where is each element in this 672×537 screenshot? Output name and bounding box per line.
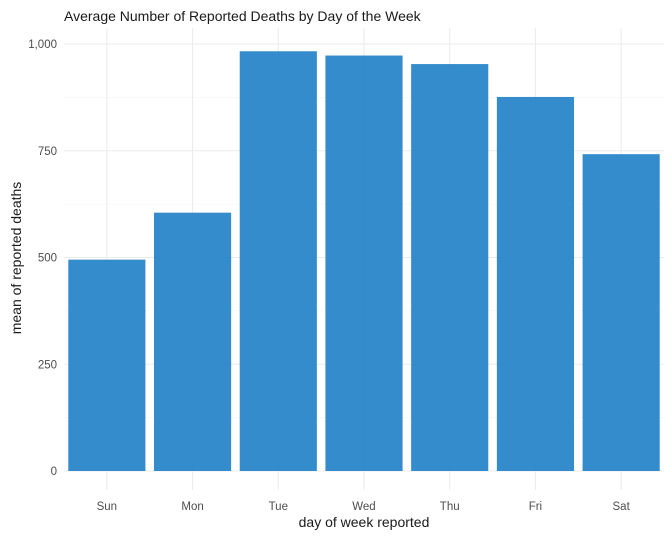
bars	[68, 51, 660, 472]
bar-wed	[325, 55, 403, 472]
bar-thu	[411, 64, 489, 471]
y-axis-ticks: 0 250 500 750 1,000	[28, 39, 57, 478]
bar-mon	[154, 212, 232, 472]
y-tick-label: 500	[38, 253, 57, 265]
x-tick-label: Sat	[613, 501, 631, 513]
y-tick-label: 1,000	[28, 39, 57, 51]
x-tick-label: Wed	[352, 501, 375, 513]
bar-sat	[582, 154, 660, 471]
y-axis-title: mean of reported deaths	[8, 182, 24, 335]
x-axis-ticks: Sun Mon Tue Wed Thu Fri Sat	[97, 501, 631, 513]
bar-fri	[496, 96, 574, 471]
x-tick-label: Thu	[440, 501, 460, 513]
bar-sun	[68, 259, 146, 471]
x-tick-label: Sun	[97, 501, 117, 513]
bar-tue	[239, 51, 317, 471]
y-tick-label: 750	[38, 146, 57, 158]
chart-title: Average Number of Reported Deaths by Day…	[64, 8, 422, 24]
y-tick-label: 250	[38, 359, 57, 371]
x-tick-label: Tue	[269, 501, 288, 513]
y-tick-label: 0	[51, 466, 57, 478]
x-axis-title: day of week reported	[299, 514, 430, 530]
x-tick-label: Fri	[529, 501, 542, 513]
x-tick-label: Mon	[181, 501, 203, 513]
